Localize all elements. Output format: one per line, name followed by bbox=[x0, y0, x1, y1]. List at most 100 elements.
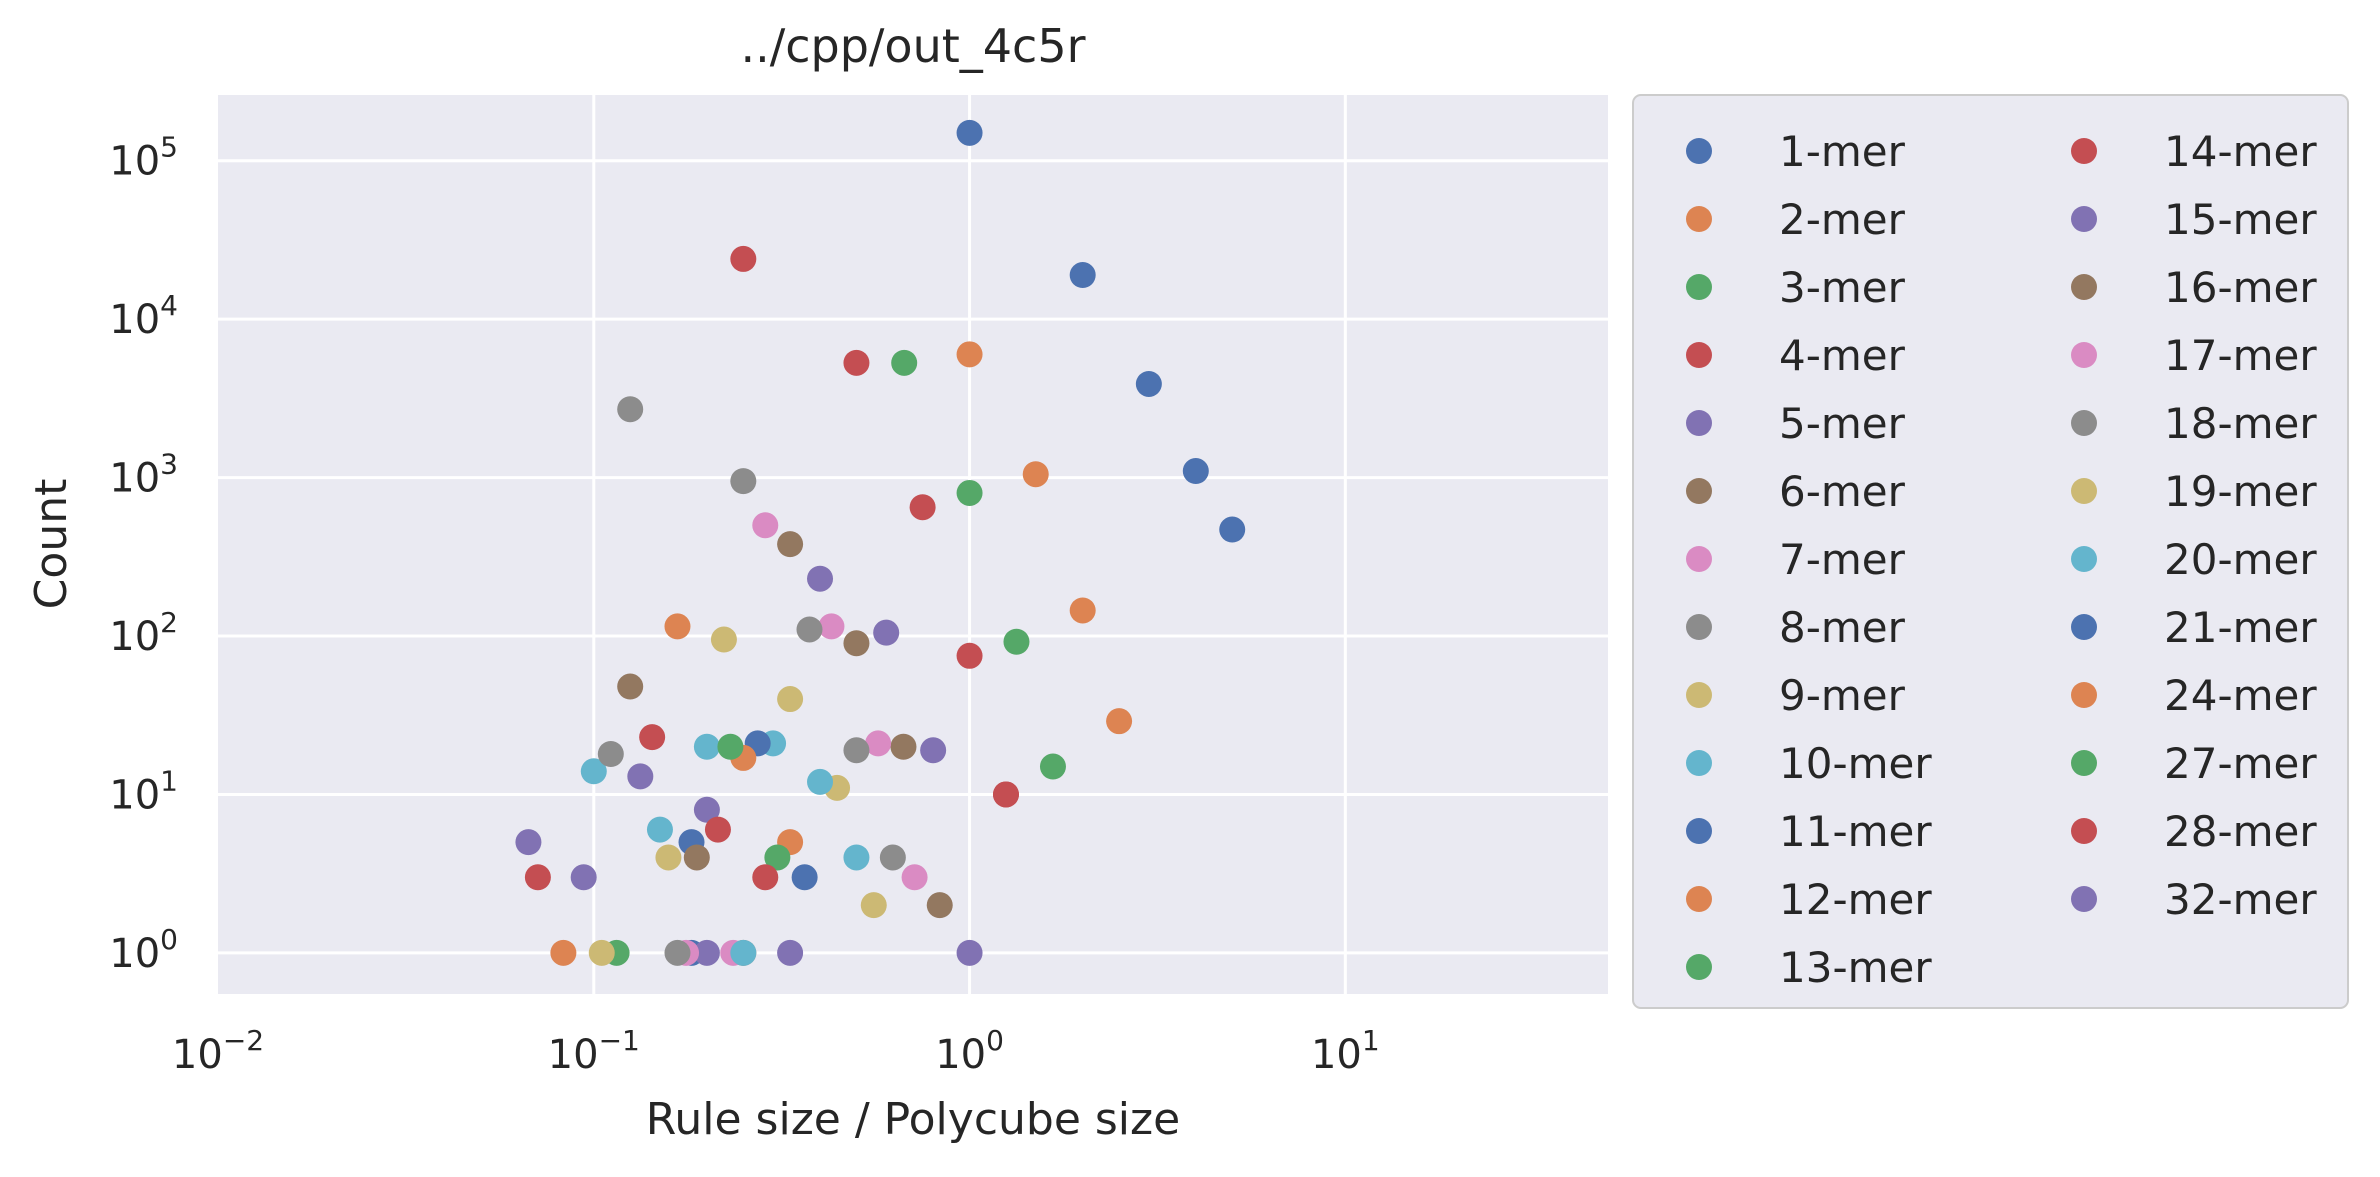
data-point-24-mer bbox=[1022, 461, 1049, 488]
data-point-5-mer bbox=[807, 565, 834, 592]
legend-marker bbox=[2071, 138, 2097, 164]
legend-label: 18-mer bbox=[2164, 399, 2317, 448]
legend-marker bbox=[1686, 546, 1712, 572]
y-tick-labels: 100 101 102 103 104 105 bbox=[109, 131, 178, 977]
data-point-18-mer bbox=[597, 741, 624, 768]
data-point-7-mer bbox=[752, 512, 779, 539]
data-point-9-mer bbox=[777, 686, 804, 713]
legend-label: 13-mer bbox=[1779, 943, 1932, 992]
data-point-18-mer bbox=[664, 939, 691, 966]
chart-title: ../cpp/out_4c5r bbox=[741, 19, 1086, 73]
legend-marker bbox=[1686, 342, 1712, 368]
legend-label: 15-mer bbox=[2164, 195, 2317, 244]
data-point-20-mer bbox=[646, 816, 673, 843]
data-point-20-mer bbox=[730, 939, 757, 966]
data-point-28-mer bbox=[992, 781, 1019, 808]
y-tick-label: 101 bbox=[109, 764, 178, 818]
legend-label: 32-mer bbox=[2164, 875, 2317, 924]
legend-label: 28-mer bbox=[2164, 807, 2317, 856]
legend-marker bbox=[2071, 410, 2097, 436]
legend-label: 12-mer bbox=[1779, 875, 1932, 924]
legend-marker bbox=[2071, 274, 2097, 300]
legend-marker bbox=[2071, 750, 2097, 776]
data-point-10-mer bbox=[693, 733, 720, 760]
data-point-15-mer bbox=[777, 939, 804, 966]
data-point-4-mer bbox=[843, 349, 870, 376]
data-point-3-mer bbox=[891, 349, 918, 376]
data-point-6-mer bbox=[843, 630, 870, 657]
data-point-21-mer bbox=[1182, 458, 1209, 485]
data-point-14-mer bbox=[524, 864, 551, 891]
data-point-21-mer bbox=[1135, 370, 1162, 397]
y-tick-label: 103 bbox=[109, 448, 178, 502]
x-tick-label: 101 bbox=[1311, 1024, 1380, 1078]
legend-marker bbox=[2071, 478, 2097, 504]
legend-label: 5-mer bbox=[1779, 399, 1906, 448]
data-point-10-mer bbox=[843, 844, 870, 871]
data-points bbox=[515, 119, 1246, 966]
plot-background bbox=[218, 95, 1608, 994]
x-tick-label: 100 bbox=[935, 1024, 1004, 1078]
legend-label: 1-mer bbox=[1779, 127, 1906, 176]
data-point-21-mer bbox=[1069, 262, 1096, 289]
legend-label: 6-mer bbox=[1779, 467, 1906, 516]
data-point-7-mer bbox=[818, 613, 845, 640]
data-point-4-mer bbox=[730, 245, 757, 272]
legend-label: 20-mer bbox=[2164, 535, 2317, 584]
data-point-5-mer bbox=[873, 619, 900, 646]
y-tick-label: 102 bbox=[109, 606, 178, 660]
data-point-11-mer bbox=[791, 864, 818, 891]
legend-marker bbox=[1686, 410, 1712, 436]
legend-label: 7-mer bbox=[1779, 535, 1906, 584]
data-point-24-mer bbox=[1069, 597, 1096, 624]
data-point-19-mer bbox=[655, 844, 682, 871]
data-point-19-mer bbox=[588, 939, 615, 966]
legend-marker bbox=[2071, 818, 2097, 844]
legend-marker bbox=[2071, 546, 2097, 572]
data-point-6-mer bbox=[890, 733, 917, 760]
data-point-6-mer bbox=[617, 673, 644, 700]
data-point-15-mer bbox=[627, 763, 654, 790]
legend-marker bbox=[1686, 614, 1712, 640]
data-point-4-mer bbox=[956, 642, 983, 669]
legend-marker bbox=[2071, 342, 2097, 368]
data-point-8-mer bbox=[617, 396, 644, 423]
x-tick-label: 10−1 bbox=[548, 1024, 640, 1078]
data-point-9-mer bbox=[710, 626, 737, 653]
data-point-24-mer bbox=[1106, 708, 1133, 735]
legend-marker bbox=[2071, 614, 2097, 640]
data-point-8-mer bbox=[796, 616, 823, 643]
legend-label: 21-mer bbox=[2164, 603, 2317, 652]
legend-label: 17-mer bbox=[2164, 331, 2317, 380]
data-point-2-mer bbox=[956, 341, 983, 368]
data-point-27-mer bbox=[1039, 753, 1066, 780]
legend-marker bbox=[1686, 274, 1712, 300]
y-axis-label: Count bbox=[26, 479, 77, 610]
legend-label: 16-mer bbox=[2164, 263, 2317, 312]
data-point-8-mer bbox=[879, 844, 906, 871]
legend-marker bbox=[1686, 750, 1712, 776]
x-tick-labels: 10−2 10−1 100 101 bbox=[172, 1024, 1380, 1078]
data-point-12-mer bbox=[550, 939, 577, 966]
legend-marker bbox=[1686, 206, 1712, 232]
legend-marker bbox=[1686, 682, 1712, 708]
legend-marker bbox=[1686, 818, 1712, 844]
legend-label: 27-mer bbox=[2164, 739, 2317, 788]
data-point-14-mer bbox=[639, 724, 666, 751]
x-tick-label: 10−2 bbox=[172, 1024, 264, 1078]
legend-label: 2-mer bbox=[1779, 195, 1906, 244]
legend-label: 24-mer bbox=[2164, 671, 2317, 720]
data-point-7-mer bbox=[865, 730, 892, 757]
x-axis-label: Rule size / Polycube size bbox=[646, 1094, 1180, 1145]
legend: 1-mer 2-mer 3-mer 4-mer 5-mer 6-mer 7-mer 8-mer… bbox=[1632, 94, 2349, 1009]
grid-lines bbox=[218, 95, 1608, 994]
data-point-5-mer bbox=[920, 737, 947, 764]
legend-marker bbox=[1686, 478, 1712, 504]
data-point-15-mer bbox=[515, 829, 542, 856]
legend-label: 4-mer bbox=[1779, 331, 1906, 380]
legend-label: 8-mer bbox=[1779, 603, 1906, 652]
data-point-9-mer bbox=[860, 892, 887, 919]
legend-marker bbox=[2071, 206, 2097, 232]
data-point-14-mer bbox=[752, 864, 779, 891]
legend-label: 10-mer bbox=[1779, 739, 1932, 788]
